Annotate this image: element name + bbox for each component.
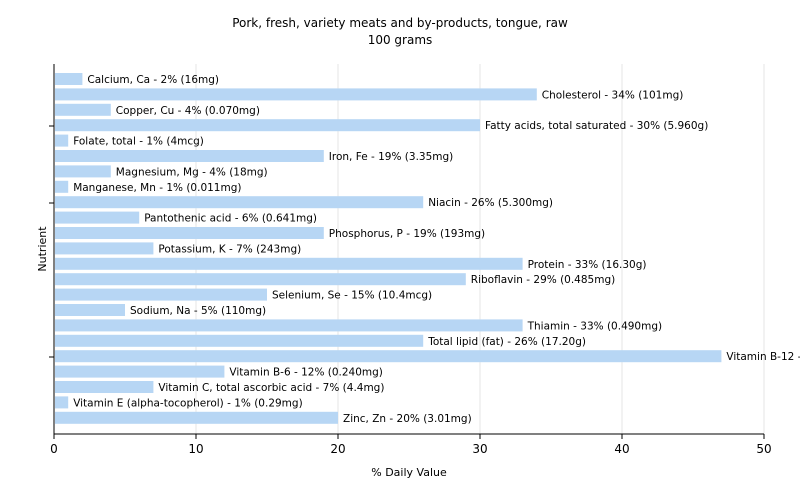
bar-label: Magnesium, Mg - 4% (18mg) bbox=[116, 166, 268, 178]
bar-label: Copper, Cu - 4% (0.070mg) bbox=[116, 105, 260, 117]
bar bbox=[55, 227, 324, 239]
bar bbox=[55, 273, 466, 286]
x-tick-group: 0 10 20 30 40 50 bbox=[50, 434, 772, 456]
bar-label: Fatty acids, total saturated - 30% (5.96… bbox=[485, 120, 708, 132]
bar bbox=[55, 288, 267, 301]
bar-label: Vitamin B-6 - 12% (0.240mg) bbox=[229, 367, 383, 379]
bar bbox=[55, 257, 523, 270]
bar bbox=[55, 334, 424, 347]
bar bbox=[55, 211, 140, 224]
bar-label: Riboflavin - 29% (0.485mg) bbox=[471, 274, 615, 286]
x-tick-label: 40 bbox=[614, 442, 629, 456]
bar-label: Thiamin - 33% (0.490mg) bbox=[527, 320, 663, 332]
y-axis-label: Nutrient bbox=[36, 226, 49, 272]
bar-label: Vitamin E (alpha-tocopherol) - 1% (0.29m… bbox=[73, 397, 303, 409]
bar bbox=[55, 365, 225, 378]
bar-label: Folate, total - 1% (4mcg) bbox=[73, 136, 204, 148]
x-axis-label: % Daily Value bbox=[371, 466, 447, 479]
bar-label: Vitamin B-12 - 47% (2.84mcg) bbox=[726, 351, 800, 363]
x-tick-label: 0 bbox=[50, 442, 58, 456]
bar bbox=[55, 396, 69, 409]
bar bbox=[55, 304, 125, 316]
bar-label: Protein - 33% (16.30g) bbox=[528, 259, 647, 271]
bar bbox=[55, 134, 69, 147]
bar-label: Potassium, K - 7% (243mg) bbox=[158, 243, 301, 255]
bar-label: Selenium, Se - 15% (10.4mcg) bbox=[272, 290, 432, 302]
bar bbox=[55, 242, 154, 255]
bar-label: Zinc, Zn - 20% (3.01mg) bbox=[343, 413, 472, 425]
bar bbox=[55, 73, 83, 85]
bar-label: Cholesterol - 34% (101mg) bbox=[542, 89, 684, 101]
bar bbox=[55, 196, 424, 209]
bar-label: Iron, Fe - 19% (3.35mg) bbox=[329, 151, 453, 163]
x-tick-label: 20 bbox=[330, 442, 345, 456]
bar bbox=[55, 350, 722, 363]
chart-subtitle: 100 grams bbox=[368, 33, 433, 47]
bar-label: Pantothenic acid - 6% (0.641mg) bbox=[144, 213, 317, 225]
axes-group bbox=[49, 64, 764, 435]
x-tick-label: 30 bbox=[472, 442, 487, 456]
chart-title: Pork, fresh, variety meats and by-produc… bbox=[232, 16, 568, 30]
bar bbox=[55, 150, 324, 162]
x-tick-label: 10 bbox=[188, 442, 203, 456]
bar bbox=[55, 103, 111, 116]
bar bbox=[55, 119, 480, 132]
bar bbox=[55, 165, 111, 178]
bar-label: Total lipid (fat) - 26% (17.20g) bbox=[427, 336, 586, 348]
bar-label: Niacin - 26% (5.300mg) bbox=[428, 197, 553, 209]
bars-group: Calcium, Ca - 2% (16mg) Cholesterol - 34%… bbox=[55, 73, 800, 425]
bar bbox=[55, 411, 338, 424]
bar-label: Calcium, Ca - 2% (16mg) bbox=[87, 74, 219, 86]
bar bbox=[55, 319, 523, 332]
bar bbox=[55, 180, 69, 193]
bar-label: Phosphorus, P - 19% (193mg) bbox=[329, 228, 485, 240]
bar bbox=[55, 381, 154, 393]
bar-label: Vitamin C, total ascorbic acid - 7% (4.4… bbox=[158, 382, 384, 394]
bar bbox=[55, 88, 537, 101]
bar-label: Sodium, Na - 5% (110mg) bbox=[130, 305, 266, 317]
x-tick-label: 50 bbox=[756, 442, 771, 456]
bar-label: Manganese, Mn - 1% (0.011mg) bbox=[73, 182, 241, 194]
